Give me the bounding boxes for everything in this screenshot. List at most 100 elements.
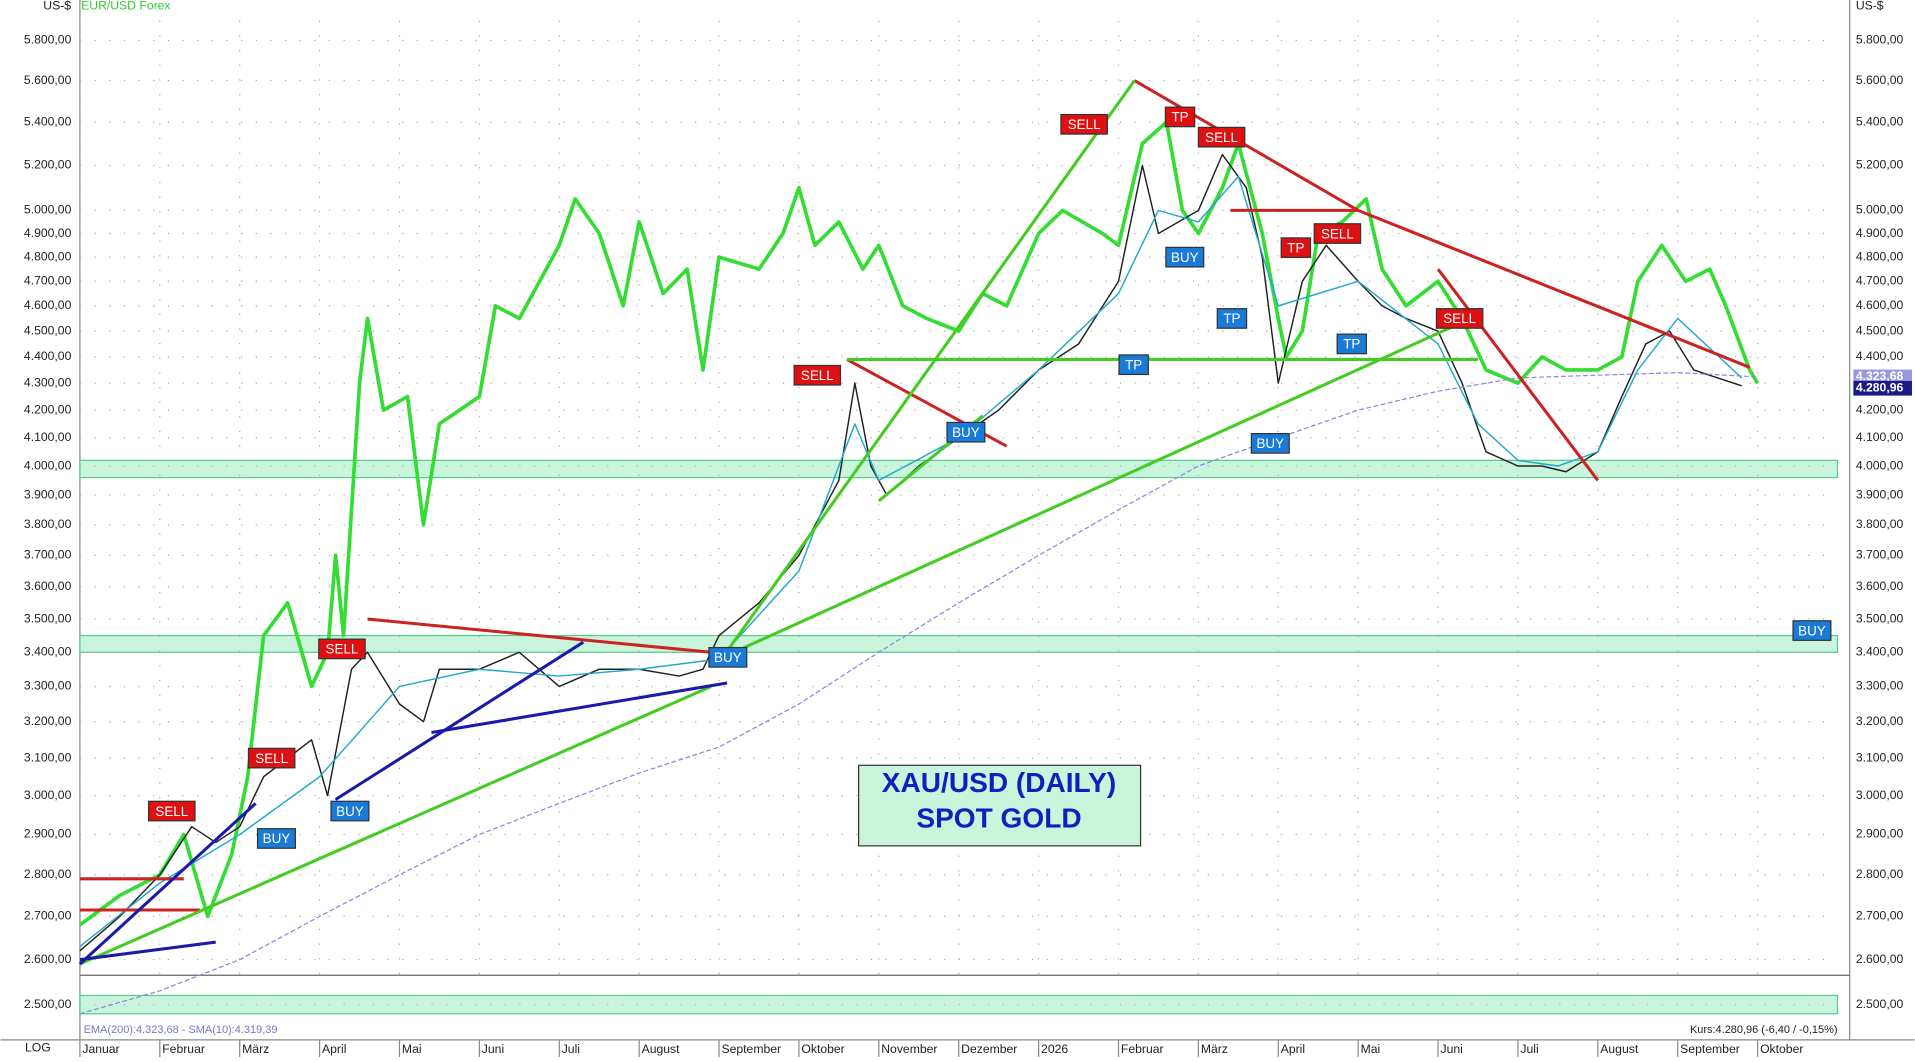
signal-label: BUY <box>263 831 291 846</box>
y-tick-label: 5.200,00 <box>24 158 72 172</box>
y-tick-label-right: 3.700,00 <box>1856 548 1904 562</box>
y-tick-label-right: 3.900,00 <box>1856 487 1904 501</box>
y-tick-label: 2.700,00 <box>24 909 72 923</box>
signal-box <box>1197 126 1246 148</box>
y-tick-label: 4.800,00 <box>24 249 72 263</box>
signal-box <box>946 421 986 443</box>
y-tick-label: 4.500,00 <box>24 323 72 337</box>
signal-box <box>1313 223 1362 244</box>
signal-label: SELL <box>1068 117 1101 132</box>
y-tick-label-right: 3.500,00 <box>1856 611 1904 625</box>
chart-subtitle: SPOT GOLD <box>916 803 1081 834</box>
signal-box <box>1435 308 1484 329</box>
y-tick-label-right: 2.900,00 <box>1856 827 1904 841</box>
y-tick-label: 2.800,00 <box>24 867 72 881</box>
y-tick-label-right: 4.900,00 <box>1856 226 1904 240</box>
x-tick-label: August <box>642 1042 681 1056</box>
trendline <box>1357 208 1751 369</box>
price-tag-label: 4.323,68 <box>1856 369 1904 383</box>
signal-label: TP <box>1223 311 1240 326</box>
signal-label: BUY <box>1257 436 1285 451</box>
x-tick-label: September <box>721 1042 781 1056</box>
signal-box <box>247 747 296 769</box>
signal-box <box>330 800 370 822</box>
y-tick-label: 3.400,00 <box>24 644 72 658</box>
series-line <box>79 175 1743 947</box>
trendline <box>367 617 712 654</box>
y-tick-label-right: 2.500,00 <box>1856 997 1904 1011</box>
y-tick-label: 4.300,00 <box>24 375 72 389</box>
series-legend: EUR/USD Forex <box>81 0 170 12</box>
scale-label: LOG <box>25 1041 51 1055</box>
y-tick-label: 4.900,00 <box>24 226 72 240</box>
signal-box <box>1165 246 1205 268</box>
x-tick-label: Juli <box>1520 1042 1538 1056</box>
y-tick-label-right: 4.600,00 <box>1856 298 1904 312</box>
x-tick-label: März <box>242 1042 269 1056</box>
trendline <box>717 79 1136 664</box>
trendline <box>1436 268 1600 482</box>
signal-label: SELL <box>801 368 834 383</box>
price-tag <box>1853 369 1912 385</box>
series-line <box>79 372 1758 1015</box>
y-tick-label-right: 3.600,00 <box>1856 579 1904 593</box>
y-tick-label-right: 4.400,00 <box>1856 349 1904 363</box>
signal-label: BUY <box>952 425 980 440</box>
y-tick-label: 5.400,00 <box>24 114 72 128</box>
trendline <box>79 940 216 962</box>
signal-label: SELL <box>1205 130 1238 145</box>
y-tick-label: 3.500,00 <box>24 611 72 625</box>
y-tick-label: 3.900,00 <box>24 487 72 501</box>
signal-box <box>147 800 196 822</box>
y-tick-label-right: 4.200,00 <box>1856 402 1904 416</box>
x-tick-label: September <box>1680 1042 1740 1056</box>
x-tick-label: Mai <box>1361 1042 1381 1056</box>
x-tick-label: Februar <box>162 1042 205 1056</box>
x-tick-label: April <box>1281 1042 1305 1056</box>
y-tick-label-right: 4.700,00 <box>1856 273 1904 287</box>
y-tick-label-right: 2.600,00 <box>1856 952 1904 966</box>
trendline <box>79 685 712 966</box>
y-tick-label-right: 2.800,00 <box>1856 867 1904 881</box>
trendline <box>718 324 1455 661</box>
signal-box <box>1060 113 1108 135</box>
y-tick-label: 4.700,00 <box>24 273 72 287</box>
trendline <box>78 802 257 966</box>
x-tick-label: Januar <box>82 1042 119 1056</box>
signal-label: TP <box>1287 240 1304 255</box>
price-tag <box>1853 380 1912 396</box>
x-tick-label: 2026 <box>1041 1042 1068 1056</box>
y-tick-label-right: 5.200,00 <box>1856 158 1904 172</box>
y-tick-label: 3.700,00 <box>24 548 72 562</box>
y-tick-label: 4.400,00 <box>24 349 72 363</box>
signal-box <box>1336 333 1368 355</box>
y-tick-label: 5.600,00 <box>24 73 72 87</box>
series-lines <box>78 120 1760 1015</box>
y-tick-label-right: 4.500,00 <box>1856 323 1904 337</box>
y-tick-label: 3.800,00 <box>24 517 72 531</box>
y-tick-label-right: 3.100,00 <box>1856 750 1904 764</box>
signal-label: SELL <box>1321 226 1354 241</box>
x-tick-label: August <box>1600 1042 1639 1056</box>
y-tick-label-right: 4.000,00 <box>1856 458 1904 472</box>
signal-label: BUY <box>336 804 364 819</box>
signal-box <box>1792 620 1832 641</box>
signal-label: TP <box>1343 337 1360 352</box>
signal-label: SELL <box>326 642 359 657</box>
signal-box <box>1216 308 1248 329</box>
y-tick-label: 4.100,00 <box>24 430 72 444</box>
x-tick-label: März <box>1201 1042 1228 1056</box>
y-tick-label-right: 3.200,00 <box>1856 714 1904 728</box>
x-tick-label: Februar <box>1121 1042 1164 1056</box>
grid: 2.500,00 2.500,00 2.600,00 2.600,00 2.700,00… <box>24 20 1904 1057</box>
footer: Kurs:4.280,96 (-6,40 / -0,15%) <box>1690 1024 1838 1036</box>
y-tick-label: 3.600,00 <box>24 579 72 593</box>
y-tick-label: 4.200,00 <box>24 402 72 416</box>
x-tick-label: Juni <box>1441 1042 1463 1056</box>
y-tick-label: 4.600,00 <box>24 298 72 312</box>
series-line <box>78 120 1760 927</box>
y-tick-label-right: 4.800,00 <box>1856 249 1904 263</box>
trendline <box>334 640 585 801</box>
